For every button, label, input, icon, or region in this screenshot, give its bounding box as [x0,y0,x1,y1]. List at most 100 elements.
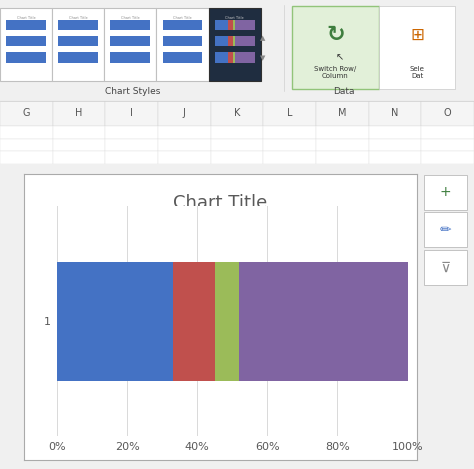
Bar [264,126,316,139]
Bar [0,126,53,139]
Bar [215,53,228,62]
Text: ↖: ↖ [336,53,344,62]
Bar [58,53,98,62]
Text: Data: Data [333,87,355,96]
Text: M: M [338,108,346,119]
Bar [53,126,105,139]
Bar [110,20,150,30]
Bar [264,139,316,151]
Text: ⊞: ⊞ [410,26,424,44]
Bar [6,20,46,30]
Bar [236,20,255,30]
Bar [163,53,202,62]
Text: +: + [440,185,451,199]
FancyBboxPatch shape [424,250,467,285]
Bar [53,139,105,151]
Bar [163,20,202,30]
Bar [421,126,474,139]
Bar [57,262,173,381]
FancyBboxPatch shape [156,8,209,81]
Text: J: J [183,108,186,119]
Bar [239,262,408,381]
Text: ⊽: ⊽ [440,260,451,274]
Bar [105,101,158,126]
Bar [6,36,46,46]
Bar [210,126,264,139]
Bar [215,36,228,46]
Text: Chart Title: Chart Title [173,16,192,20]
Text: K: K [234,108,240,119]
Text: Sele
Dat: Sele Dat [410,66,425,79]
Bar [421,139,474,151]
Text: Chart Title: Chart Title [121,16,140,20]
FancyBboxPatch shape [292,6,379,89]
Bar [369,139,421,151]
Text: ▲: ▲ [260,35,266,41]
Bar [316,101,369,126]
Bar [210,139,264,151]
Bar [158,151,210,164]
Bar [316,139,369,151]
Text: I: I [130,108,133,119]
Bar [236,36,255,46]
Bar [163,36,202,46]
FancyBboxPatch shape [379,6,455,89]
Bar [264,101,316,126]
Text: Chart Title: Chart Title [17,16,36,20]
Bar [264,151,316,164]
Text: G: G [23,108,30,119]
Bar [369,101,421,126]
Bar [6,53,46,62]
Bar [210,151,264,164]
Bar [233,20,236,30]
Text: Chart Styles: Chart Styles [105,87,160,96]
FancyBboxPatch shape [424,175,467,210]
Bar [421,151,474,164]
Bar [0,139,53,151]
Bar [369,151,421,164]
Text: ▼: ▼ [260,55,266,61]
Bar [210,101,264,126]
Bar [233,53,236,62]
Bar [236,53,255,62]
Bar [110,36,150,46]
Text: O: O [444,108,451,119]
Bar [158,139,210,151]
Bar [316,126,369,139]
Bar [0,151,53,164]
Bar [233,36,236,46]
Bar [228,36,233,46]
Bar [158,126,210,139]
Text: ↻: ↻ [326,25,345,45]
Bar [58,20,98,30]
Text: L: L [287,108,292,119]
Bar [215,262,239,381]
Bar [158,101,210,126]
Bar [105,151,158,164]
Text: Switch Row/
Column: Switch Row/ Column [314,66,356,79]
Text: Chart Title: Chart Title [173,194,267,212]
Bar [421,101,474,126]
Text: H: H [75,108,82,119]
Bar [0,101,53,126]
Text: Chart Title: Chart Title [69,16,88,20]
FancyBboxPatch shape [52,8,104,81]
Bar [110,53,150,62]
FancyBboxPatch shape [209,8,261,81]
Bar [173,262,215,381]
Bar [316,151,369,164]
Bar [58,36,98,46]
Bar [105,126,158,139]
FancyBboxPatch shape [0,8,52,81]
Bar [105,139,158,151]
Text: Chart Title: Chart Title [225,16,244,20]
FancyBboxPatch shape [424,212,467,248]
Text: N: N [392,108,399,119]
Bar [53,151,105,164]
FancyBboxPatch shape [104,8,156,81]
Bar [369,126,421,139]
Bar [228,20,233,30]
Text: ✏: ✏ [440,223,451,237]
Bar [215,20,228,30]
Bar [53,101,105,126]
